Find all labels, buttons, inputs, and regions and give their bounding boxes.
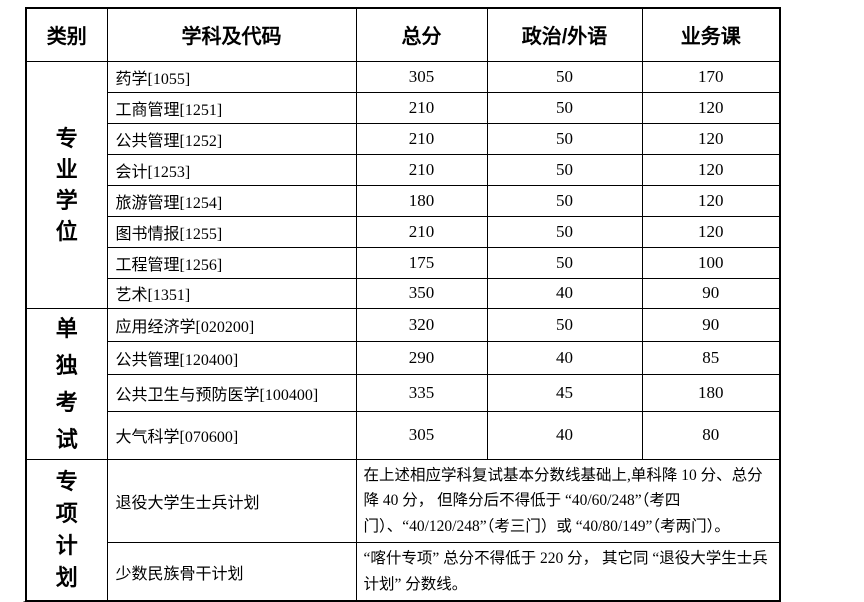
politics-foreign-cell: 50: [486, 184, 643, 217]
professional-cell: 120: [641, 122, 781, 155]
total-cell: 350: [355, 277, 488, 309]
subject-cell: 工程管理[1256]: [106, 246, 357, 279]
subject-cell: 图书情报[1255]: [106, 215, 357, 248]
table-row: 专 项 计 划 退役大学生士兵计划 在上述相应学科复试基本分数线基础上,单科降 …: [25, 458, 781, 602]
table-row: 工程管理[1256] 175 50 100: [26, 246, 781, 279]
header-professional: 业务课: [641, 7, 781, 62]
professional-cell: 80: [641, 410, 781, 460]
politics-foreign-cell: 50: [486, 122, 643, 155]
politics-foreign-cell: 50: [486, 215, 643, 248]
note-cell-veteran-plan: 在上述相应学科复试基本分数线基础上,单科降 10 分、总分降 40 分， 但降分…: [355, 458, 781, 543]
professional-cell: 90: [641, 277, 781, 309]
politics-foreign-cell: 50: [486, 91, 643, 124]
total-cell: 210: [355, 122, 488, 155]
professional-cell: 120: [641, 215, 781, 248]
subject-cell: 会计[1253]: [106, 153, 357, 186]
subject-cell: 工商管理[1251]: [106, 91, 357, 124]
politics-foreign-cell: 45: [486, 373, 643, 412]
subject-cell: 公共管理[120400]: [106, 340, 357, 375]
professional-cell: 180: [641, 373, 781, 412]
total-cell: 290: [355, 340, 488, 375]
table-row: 公共管理[120400] 290 40 85: [26, 340, 781, 375]
note-cell-minority-plan: “喀什专项” 总分不得低于 220 分， 其它同 “退役大学生士兵计划” 分数线…: [355, 542, 781, 602]
professional-cell: 170: [641, 60, 781, 93]
table-row: 单 独 考 试 应用经济学[020200] 320 50 90: [25, 307, 781, 460]
category-cell-separate-exam: 单 独 考 试: [25, 307, 108, 460]
category-cell-special-program: 专 项 计 划: [25, 458, 108, 602]
subject-cell: 旅游管理[1254]: [106, 184, 357, 217]
total-cell: 210: [355, 91, 488, 124]
category-cell-professional-degree: 专 业 学 位: [25, 60, 108, 309]
header-row: 类别 学科及代码 总分 政治/外语 业务课: [25, 7, 781, 62]
total-cell: 335: [355, 373, 488, 412]
header-category: 类别: [25, 7, 108, 62]
politics-foreign-cell: 40: [486, 277, 643, 309]
subject-cell: 退役大学生士兵计划: [106, 458, 357, 543]
professional-cell: 120: [641, 184, 781, 217]
subject-cell: 少数民族骨干计划: [106, 542, 357, 602]
table-row: 图书情报[1255] 210 50 120: [26, 215, 781, 248]
professional-cell: 100: [641, 246, 781, 279]
total-cell: 210: [355, 215, 488, 248]
politics-foreign-cell: 50: [486, 307, 643, 342]
table-row: 公共卫生与预防医学[100400] 335 45 180: [26, 373, 781, 412]
table-row: 会计[1253] 210 50 120: [26, 153, 781, 186]
subject-cell: 艺术[1351]: [106, 277, 357, 309]
total-cell: 305: [355, 60, 488, 93]
politics-foreign-cell: 40: [486, 340, 643, 375]
politics-foreign-cell: 50: [486, 246, 643, 279]
table-row: 少数民族骨干计划 “喀什专项” 总分不得低于 220 分， 其它同 “退役大学生…: [26, 542, 781, 602]
professional-cell: 120: [641, 153, 781, 186]
table-row: 专 业 学 位 药学[1055] 305 50 170: [25, 60, 781, 309]
total-cell: 320: [355, 307, 488, 342]
subject-cell: 大气科学[070600]: [106, 410, 357, 460]
total-cell: 175: [355, 246, 488, 279]
politics-foreign-cell: 50: [486, 60, 643, 93]
subject-cell: 药学[1055]: [106, 60, 357, 93]
table-row: 艺术[1351] 350 40 90: [26, 277, 781, 309]
clipped-notes-label: 说明: [21, 595, 61, 602]
table-row: 旅游管理[1254] 180 50 120: [26, 184, 781, 217]
total-cell: 210: [355, 153, 488, 186]
politics-foreign-cell: 40: [486, 410, 643, 460]
subject-cell: 公共卫生与预防医学[100400]: [106, 373, 357, 412]
subject-cell: 应用经济学[020200]: [106, 307, 357, 342]
total-cell: 305: [355, 410, 488, 460]
professional-cell: 85: [641, 340, 781, 375]
subject-cell: 公共管理[1252]: [106, 122, 357, 155]
header-subject: 学科及代码: [106, 7, 357, 62]
table-row: 大气科学[070600] 305 40 80: [26, 410, 781, 460]
table-row: 公共管理[1252] 210 50 120: [26, 122, 781, 155]
header-total: 总分: [355, 7, 488, 62]
score-line-table: 类别 学科及代码 总分 政治/外语 业务课 专 业 学 位 药学[1055] 3…: [25, 7, 781, 602]
politics-foreign-cell: 50: [486, 153, 643, 186]
header-politics-foreign: 政治/外语: [486, 7, 643, 62]
professional-cell: 120: [641, 91, 781, 124]
professional-cell: 90: [641, 307, 781, 342]
table-row: 工商管理[1251] 210 50 120: [26, 91, 781, 124]
total-cell: 180: [355, 184, 488, 217]
